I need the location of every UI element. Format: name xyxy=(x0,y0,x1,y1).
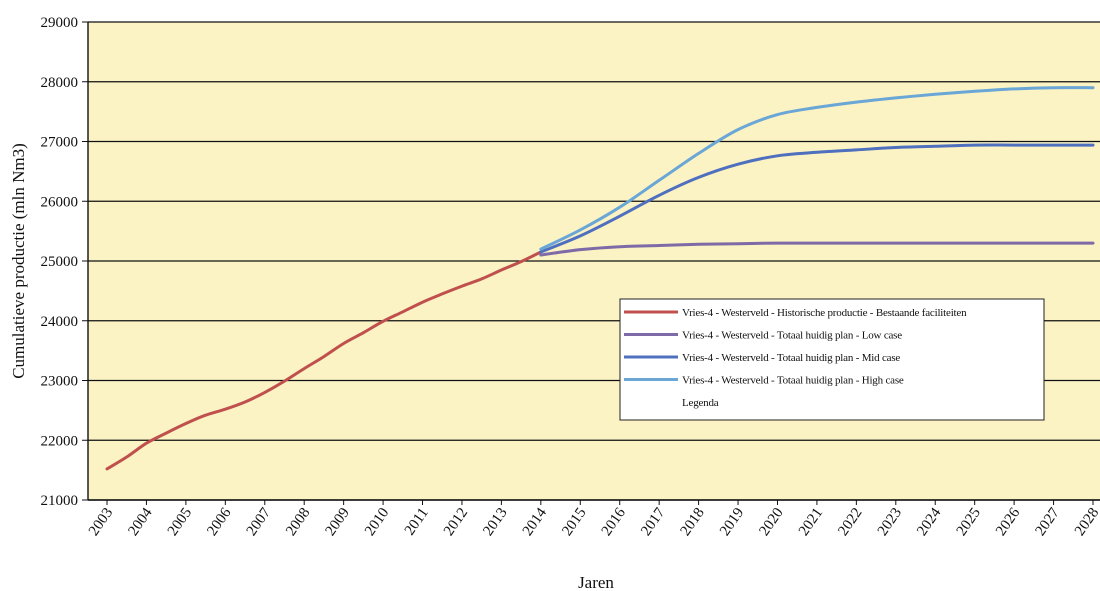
x-tick-label: 2010 xyxy=(362,505,392,539)
x-tick-label: 2025 xyxy=(954,505,984,539)
y-tick-label: 22000 xyxy=(41,433,79,449)
series-lines xyxy=(105,86,1095,471)
legend-label: Vries-4 - Westerveld - Totaal huidig pla… xyxy=(682,375,904,387)
series-line-mid-case xyxy=(539,143,1095,254)
y-tick-label: 23000 xyxy=(41,374,79,390)
x-tick-label: 2028 xyxy=(1072,505,1100,539)
series-line-historische-productie xyxy=(105,250,543,471)
x-tick-label: 2016 xyxy=(599,505,630,539)
x-tick-label: 2020 xyxy=(756,505,786,539)
x-tick-label: 2017 xyxy=(638,505,669,539)
legend-box xyxy=(619,298,1045,421)
legend-items: Vries-4 - Westerveld - Historische produ… xyxy=(624,307,967,387)
y-tick-label: 27000 xyxy=(41,135,79,151)
x-tick-label: 2024 xyxy=(914,505,945,539)
x-tick-label: 2003 xyxy=(86,505,116,539)
y-tick-label: 28000 xyxy=(41,75,79,91)
y-tick-label: 24000 xyxy=(41,314,79,330)
x-tick-label: 2008 xyxy=(283,505,313,539)
legend-title: Legenda xyxy=(682,397,719,409)
y-tick-label: 29000 xyxy=(41,15,79,31)
x-tick-label: 2013 xyxy=(480,505,510,539)
legend-label: Vries-4 - Westerveld - Totaal huidig pla… xyxy=(682,352,900,364)
x-tick-label: 2004 xyxy=(125,505,156,539)
x-tick-label: 2026 xyxy=(993,505,1024,539)
x-tick-label: 2022 xyxy=(835,505,865,539)
x-tick-label: 2009 xyxy=(323,505,353,539)
y-tick-label: 21000 xyxy=(41,493,79,509)
x-tick-label: 2021 xyxy=(796,505,826,539)
series-line-low-case xyxy=(539,241,1095,257)
legend-label: Vries-4 - Westerveld - Historische produ… xyxy=(682,307,967,319)
x-tick-label: 2007 xyxy=(244,505,275,539)
x-tick-label: 2014 xyxy=(520,505,551,539)
y-tick-labels: 21000 22000 23000 24000 25000 26000 27000 28000… xyxy=(41,15,79,509)
x-axis-title: Jaren xyxy=(578,573,614,591)
x-tick-label: 2023 xyxy=(875,505,905,539)
x-tick-label: 2012 xyxy=(441,505,471,539)
x-tick-label: 2019 xyxy=(717,505,747,539)
y-tick-label: 25000 xyxy=(41,254,79,270)
x-tick-labels: 2003 2004 2005 2006 2007 2008 2009 2010 2011 2012… xyxy=(86,505,1100,539)
legend-label: Vries-4 - Westerveld - Totaal huidig pla… xyxy=(682,330,902,342)
x-tick-label: 2015 xyxy=(559,505,589,539)
x-tick-label: 2018 xyxy=(678,505,708,539)
y-tick-label: 26000 xyxy=(41,194,79,210)
axes xyxy=(87,22,1100,505)
y-axis-title: Cumulatieve productie (mln Nm3) xyxy=(9,143,28,379)
x-tick-label: 2005 xyxy=(165,505,195,539)
x-tick-label: 2027 xyxy=(1033,505,1064,539)
series-line-high-case xyxy=(539,86,1095,251)
legend: Vries-4 - Westerveld - Historische produ… xyxy=(619,298,1045,421)
x-tick-label: 2011 xyxy=(402,505,432,538)
x-tick-label: 2006 xyxy=(204,505,235,539)
